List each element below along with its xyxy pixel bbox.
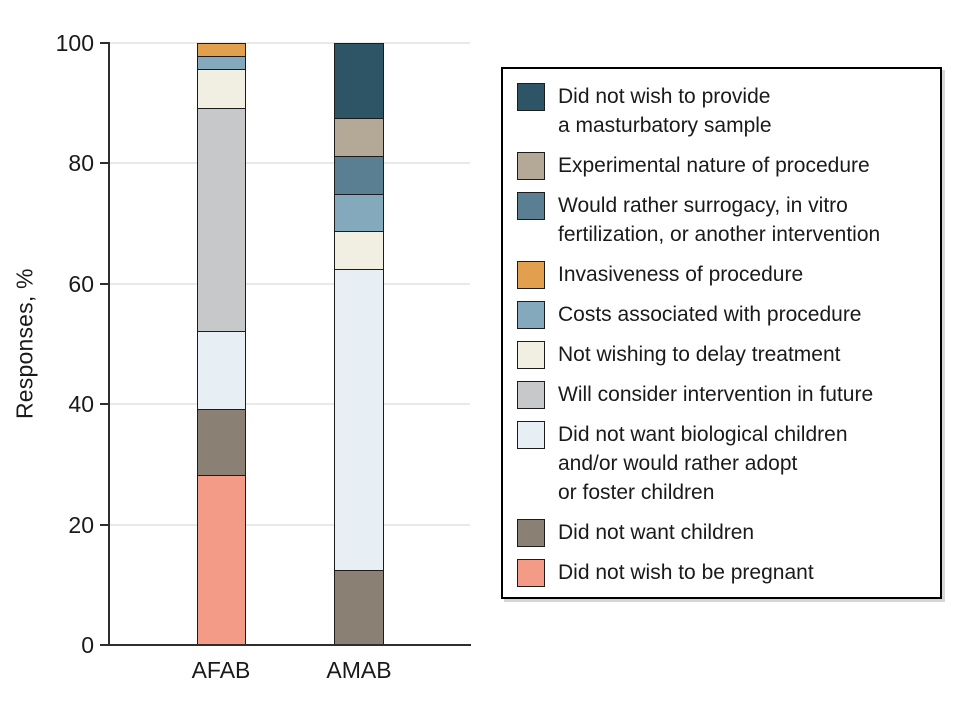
legend-swatch-icon	[517, 83, 545, 111]
legend-item-label: Experimental nature of procedure	[558, 154, 870, 177]
legend-item-4: Costs associated with procedure	[517, 300, 926, 329]
bar-segment-afab-will-consider-intervention-in	[196, 108, 246, 332]
y-tick-mark-60	[99, 282, 108, 285]
category-label-amab: AMAB	[326, 657, 392, 683]
y-tick-label-40: 40	[68, 391, 94, 418]
legend-swatch-icon	[517, 341, 545, 369]
legend-swatch-icon	[517, 301, 545, 329]
bar-amab	[334, 43, 384, 645]
bar-segment-afab-did-not-want-biological	[196, 330, 246, 411]
bar-afab	[196, 43, 246, 645]
legend-item-label: Invasiveness of procedure	[558, 263, 804, 286]
bar-segment-afab-did-not-wish-to	[196, 474, 246, 645]
legend-item-label: Did not want children	[558, 521, 755, 544]
legend-item-8: Did not want children	[517, 518, 926, 547]
y-tick-mark-0	[99, 644, 108, 646]
legend-item-label: Costs associated with procedure	[558, 303, 862, 326]
bar-segment-amab-not-wishing-to-delay	[334, 231, 384, 270]
bar-segment-afab-invasiveness-of-procedure	[196, 43, 246, 57]
bar-segment-amab-did-not-want-children	[334, 569, 384, 645]
bar-segment-amab-costs-associated-with-procedure	[334, 193, 384, 233]
y-tick-label-60: 60	[68, 270, 94, 297]
legend-item-label: Not wishing to delay treatment	[558, 343, 841, 366]
y-axis-spine	[107, 42, 110, 646]
x-axis-spine	[107, 644, 471, 646]
gridline-40	[109, 403, 470, 406]
legend-item-label: Would rather surrogacy, in vitro fertili…	[558, 194, 881, 246]
legend-item-7: Did not want biological children and/or …	[517, 420, 926, 507]
legend-item-label: Did not wish to provide a masturbatory s…	[558, 85, 772, 137]
legend-item-3: Invasiveness of procedure	[517, 260, 926, 289]
y-tick-mark-100	[99, 42, 108, 44]
legend-item-label: Did not want biological children and/or …	[558, 423, 848, 504]
legend-item-2: Would rather surrogacy, in vitro fertili…	[517, 191, 926, 249]
legend-item-label: Did not wish to be pregnant	[558, 561, 814, 584]
legend-box: Did not wish to provide a masturbatory s…	[501, 67, 942, 599]
legend-swatch-icon	[517, 261, 545, 289]
legend-swatch-icon	[517, 381, 545, 409]
gridline-80	[109, 162, 470, 165]
gridline-20	[109, 523, 470, 526]
y-tick-label-80: 80	[68, 150, 94, 177]
y-tick-mark-40	[99, 403, 108, 406]
legend-item-label: Will consider intervention in future	[558, 383, 874, 406]
legend-item-9: Did not wish to be pregnant	[517, 558, 926, 587]
y-tick-mark-20	[99, 523, 108, 526]
plot-area	[109, 42, 470, 645]
category-label-afab: AFAB	[191, 657, 251, 683]
y-tick-label-20: 20	[68, 511, 94, 538]
bar-segment-amab-would-rather-surrogacy,-in	[334, 155, 384, 195]
legend-item-1: Experimental nature of procedure	[517, 151, 926, 180]
bar-segment-afab-costs-associated-with-procedure	[196, 55, 246, 70]
legend-swatch-icon	[517, 421, 545, 449]
y-tick-mark-80	[99, 162, 108, 165]
bar-segment-amab-did-not-wish-to	[334, 43, 384, 120]
legend-item-6: Will consider intervention in future	[517, 380, 926, 409]
y-tick-label-0: 0	[81, 632, 94, 658]
legend-swatch-icon	[517, 519, 545, 547]
bar-segment-amab-experimental-nature-of-procedure	[334, 118, 384, 157]
legend-swatch-icon	[517, 152, 545, 180]
bar-segment-afab-did-not-want-children	[196, 409, 246, 476]
legend-swatch-icon	[517, 192, 545, 220]
legend-item-0: Did not wish to provide a masturbatory s…	[517, 82, 926, 140]
y-axis-title: Responses, %	[11, 268, 38, 420]
legend-swatch-icon	[517, 559, 545, 587]
gridline-60	[109, 282, 470, 285]
bar-segment-amab-did-not-want-biological	[334, 268, 384, 571]
gridline-100	[109, 42, 470, 44]
legend-item-5: Not wishing to delay treatment	[517, 340, 926, 369]
y-tick-label-100: 100	[55, 30, 94, 56]
bar-segment-afab-not-wishing-to-delay	[196, 68, 246, 110]
